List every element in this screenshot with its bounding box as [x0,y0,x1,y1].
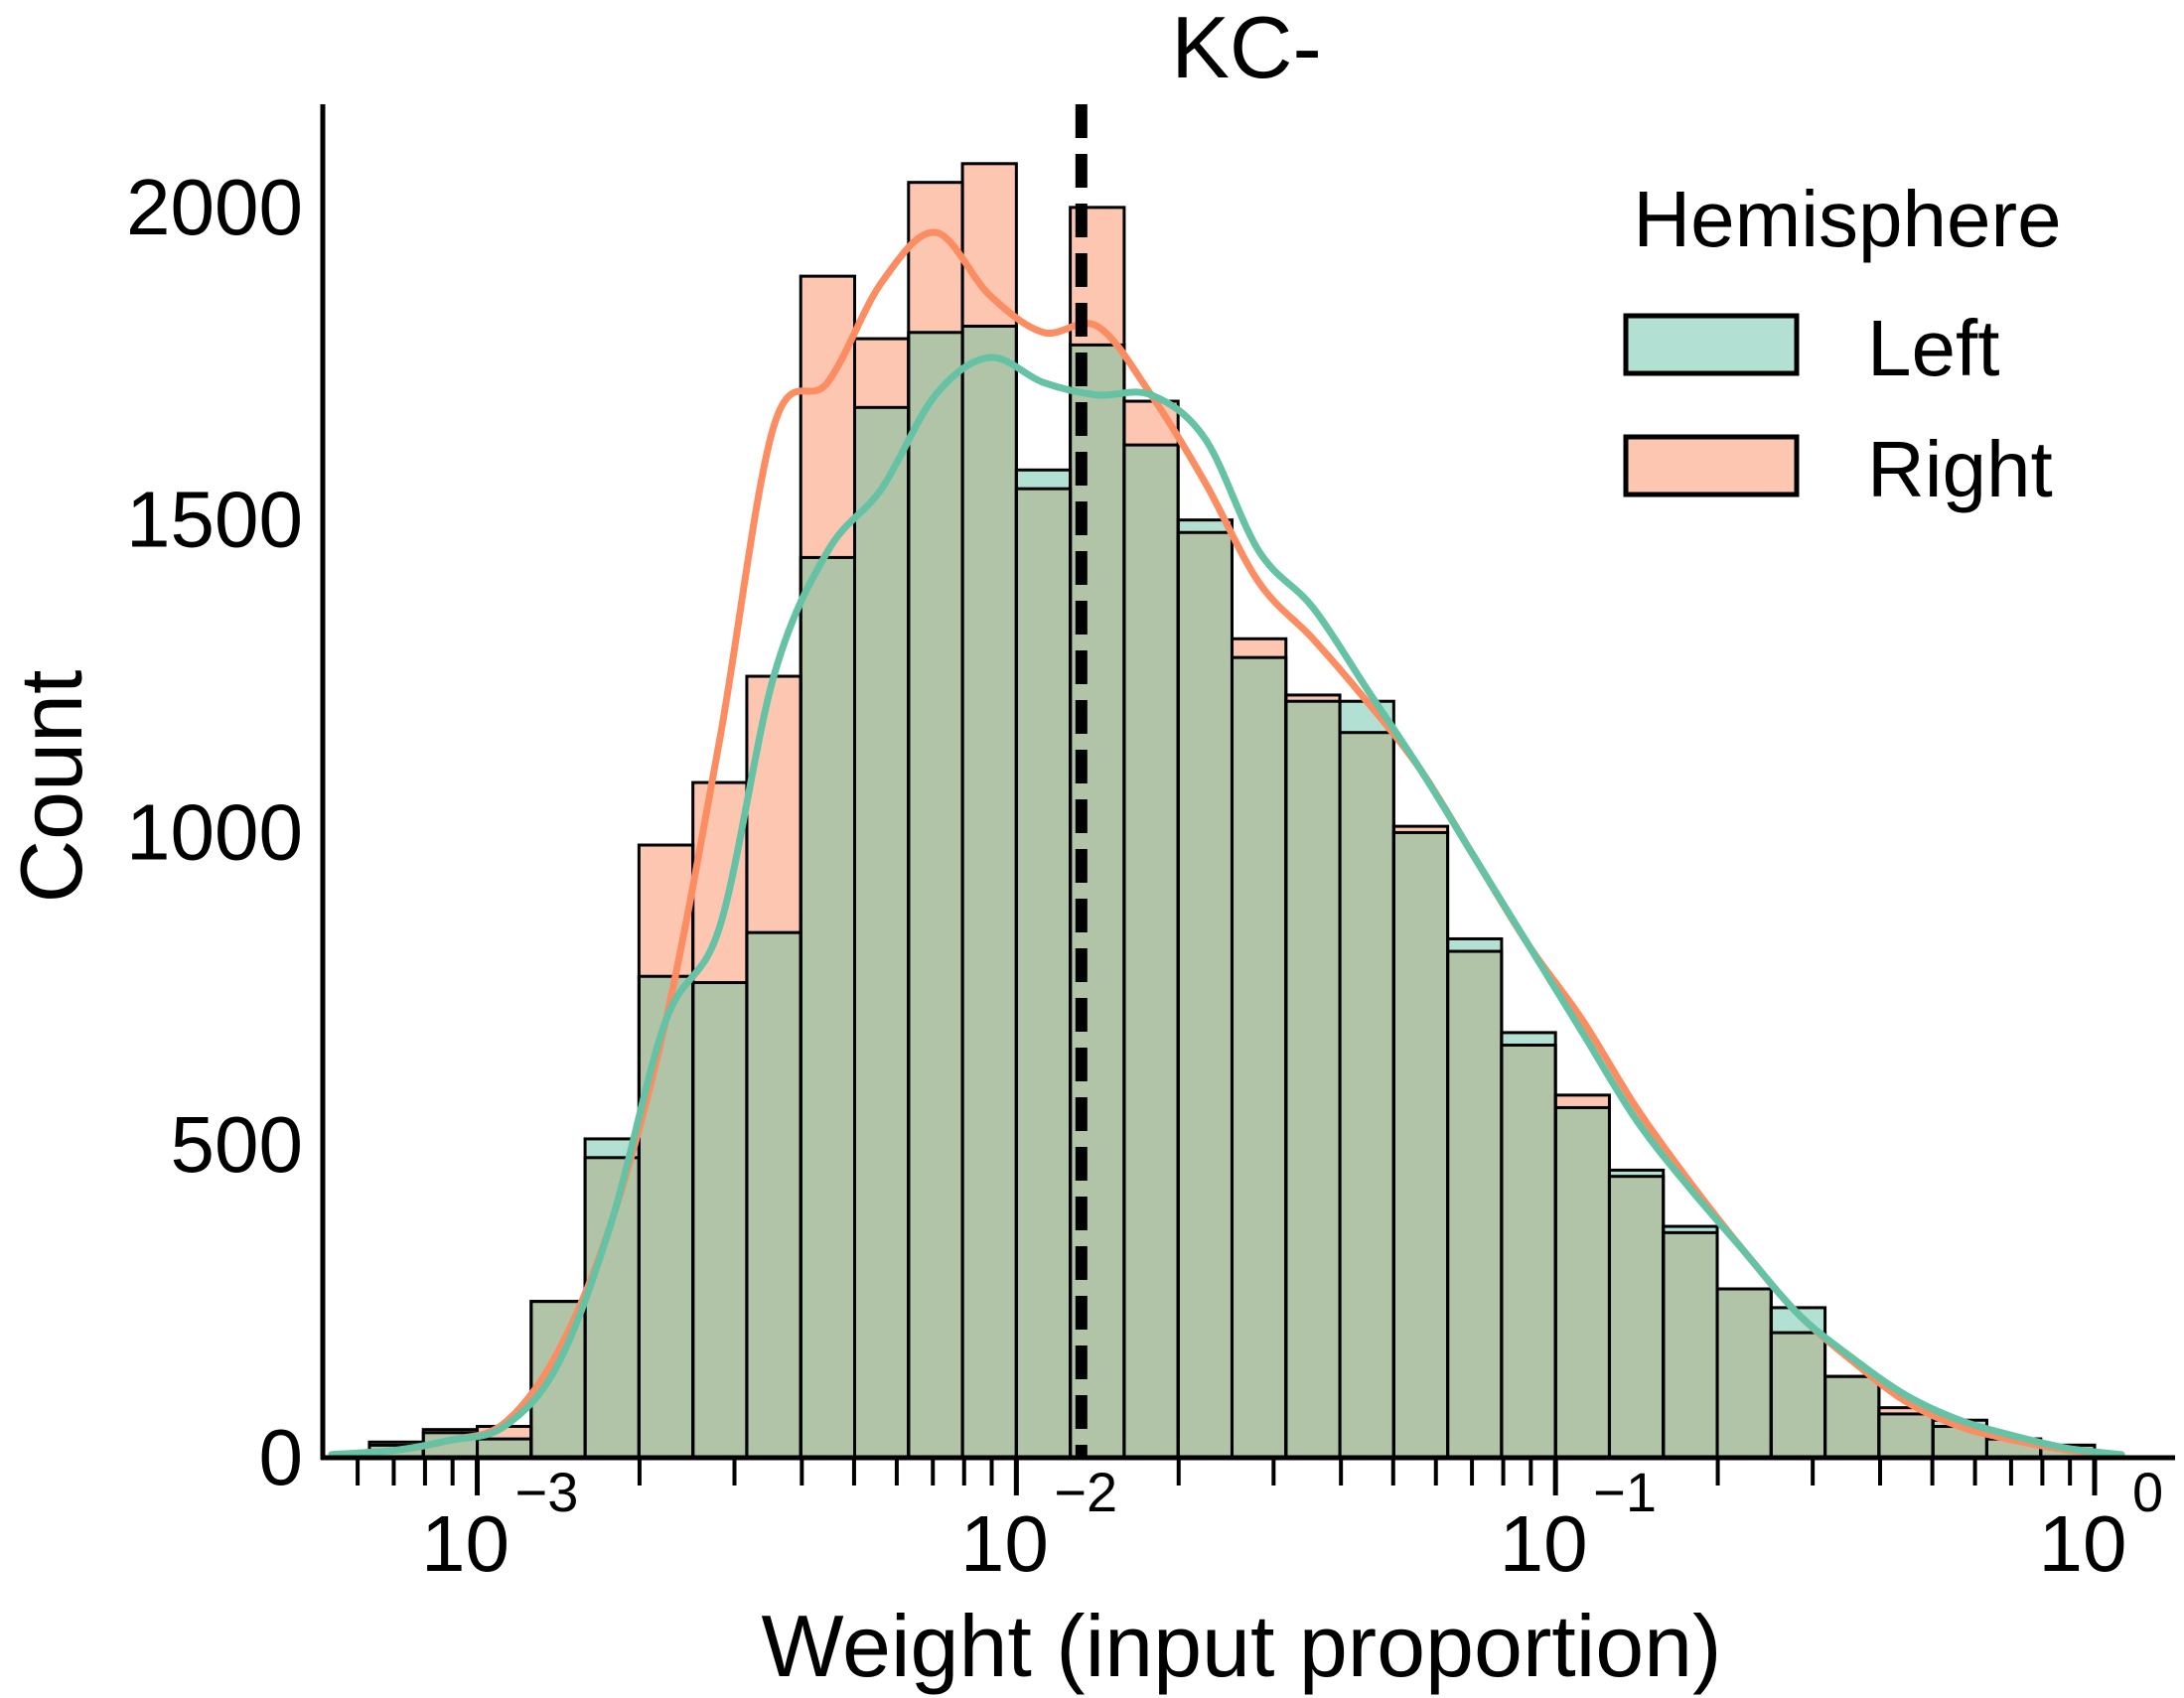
bar-overlap-24 [1663,1232,1718,1458]
bar-overlap-2 [477,1439,531,1458]
chart-title: KC- [1171,0,1322,96]
y-tick-label-500: 500 [171,1100,303,1189]
x-tick-label-0: 10 [421,1499,510,1588]
axes [320,104,2175,1461]
bar-overlap-19 [1393,832,1448,1458]
bar-overlap-18 [1340,732,1394,1458]
bar-overlap-7 [746,932,801,1458]
x-tick-label-2: 10 [1500,1499,1588,1588]
bar-overlap-11 [962,326,1017,1458]
bar-overlap-12 [1016,489,1071,1458]
x-tick-exponent-0: −3 [515,1461,579,1523]
legend-swatch-right [1623,434,1800,497]
y-tick-label-0: 0 [259,1413,304,1501]
y-axis-ticks: 0 500 1000 1500 2000 [126,163,303,1501]
bar-overlap-10 [908,332,963,1459]
y-tick-label-1000: 1000 [126,787,303,876]
x-axis-label: Weight (input proportion) [762,1597,1722,1695]
bars-overlap [368,326,2095,1459]
bar-overlap-16 [1232,657,1286,1458]
bar-overlap-17 [1285,701,1341,1458]
x-tick-label-3: 10 [2039,1499,2127,1588]
y-axis-label: Count [2,670,100,904]
legend-label-right: Right [1867,425,2053,513]
bar-overlap-20 [1447,951,1502,1458]
bar-overlap-4 [585,1157,640,1458]
kde-lines [328,228,2125,1459]
x-tick-exponent-1: −2 [1054,1461,1117,1523]
legend-label-left: Left [1867,304,1999,392]
y-tick-label-1500: 1500 [126,476,303,564]
bar-overlap-27 [1824,1376,1879,1458]
x-tick-exponent-2: −1 [1593,1461,1657,1523]
bar-overlap-26 [1771,1333,1825,1458]
bar-overlap-5 [639,976,693,1458]
bar-overlap-9 [854,407,909,1459]
bar-overlap-21 [1501,1045,1556,1458]
legend-title: Hemisphere [1633,175,2061,263]
kde-line-left [328,354,2125,1459]
bar-overlap-25 [1717,1289,1772,1458]
bar-overlap-8 [801,557,855,1458]
y-tick-label-2000: 2000 [126,163,303,251]
bar-overlap-28 [1878,1413,1934,1458]
bar-overlap-22 [1555,1107,1610,1458]
x-tick-exponent-3: 0 [2132,1461,2163,1523]
legend-swatch-left [1623,313,1800,376]
legend: Hemisphere Left Right [1623,175,2062,513]
bar-overlap-6 [692,982,747,1458]
bar-overlap-23 [1609,1176,1664,1458]
bar-overlap-15 [1178,532,1233,1458]
x-tick-label-1: 10 [960,1499,1049,1588]
bar-overlap-14 [1123,445,1179,1458]
